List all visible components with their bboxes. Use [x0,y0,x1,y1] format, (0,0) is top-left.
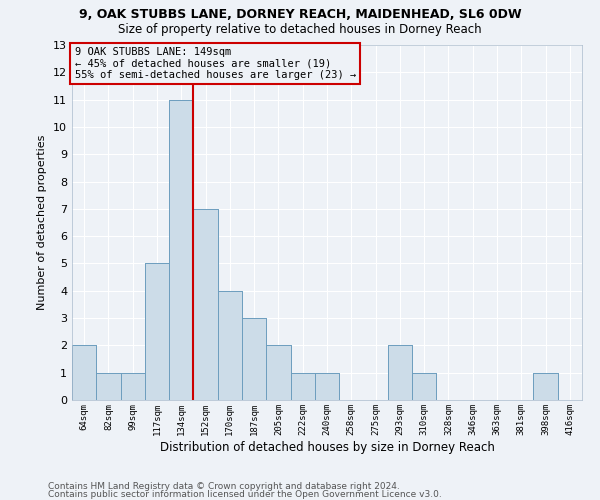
Bar [169,100,193,400]
X-axis label: Distribution of detached houses by size in Dorney Reach: Distribution of detached houses by size … [160,440,494,454]
Bar [145,264,169,400]
Bar [96,372,121,400]
Bar [121,372,145,400]
Bar [290,372,315,400]
Text: Contains public sector information licensed under the Open Government Licence v3: Contains public sector information licen… [48,490,442,499]
Bar [533,372,558,400]
Bar [412,372,436,400]
Bar [121,372,145,400]
Bar [290,372,315,400]
Text: 9 OAK STUBBS LANE: 149sqm
← 45% of detached houses are smaller (19)
55% of semi-: 9 OAK STUBBS LANE: 149sqm ← 45% of detac… [74,47,356,80]
Y-axis label: Number of detached properties: Number of detached properties [37,135,47,310]
Bar [72,346,96,400]
Bar [266,346,290,400]
Bar [315,372,339,400]
Bar [388,346,412,400]
Bar [388,346,412,400]
Bar [193,209,218,400]
Bar [145,264,169,400]
Bar [218,291,242,400]
Bar [193,209,218,400]
Bar [412,372,436,400]
Text: 9, OAK STUBBS LANE, DORNEY REACH, MAIDENHEAD, SL6 0DW: 9, OAK STUBBS LANE, DORNEY REACH, MAIDEN… [79,8,521,20]
Bar [242,318,266,400]
Bar [315,372,339,400]
Text: Contains HM Land Registry data © Crown copyright and database right 2024.: Contains HM Land Registry data © Crown c… [48,482,400,491]
Bar [169,100,193,400]
Bar [72,346,96,400]
Bar [218,291,242,400]
Bar [242,318,266,400]
Bar [96,372,121,400]
Bar [533,372,558,400]
Bar [266,346,290,400]
Text: Size of property relative to detached houses in Dorney Reach: Size of property relative to detached ho… [118,22,482,36]
